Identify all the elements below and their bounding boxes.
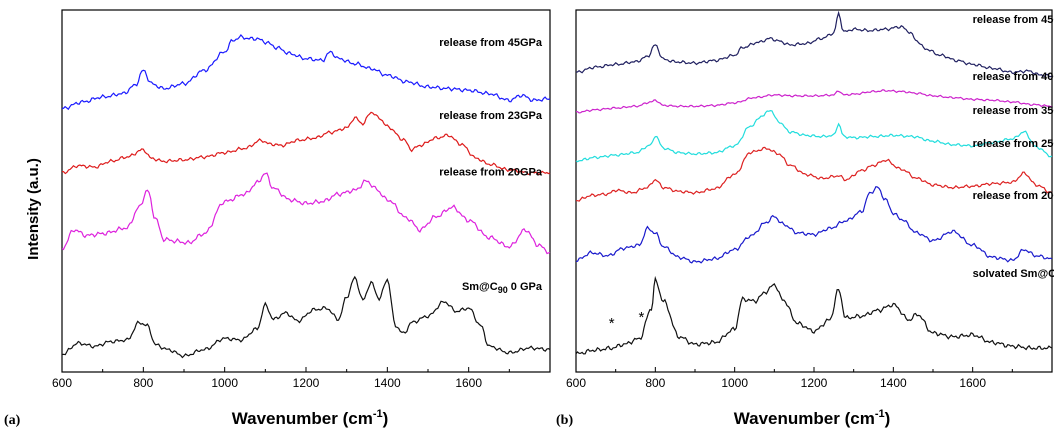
series-line: [576, 146, 1053, 202]
x-tick-label: 800: [133, 376, 153, 390]
x-tick-label: 1600: [455, 376, 482, 390]
series-line: [575, 185, 1053, 264]
asterisk-annotation: *: [609, 315, 615, 332]
x-tick-label: 1200: [293, 376, 320, 390]
x-tick-label: 1400: [374, 376, 401, 390]
x-tick-label: 1600: [959, 376, 986, 390]
y-axis-label: Intensity (a.u.): [25, 158, 42, 260]
x-tick-label: 800: [645, 376, 665, 390]
panel-label: (b): [556, 413, 573, 428]
series-line: [575, 10, 1053, 78]
plot-frame: [61, 9, 551, 373]
series-label: release from 35GPa: [973, 105, 1054, 117]
series-label: release from 25GPa: [973, 138, 1054, 150]
x-tick-label: 1400: [880, 376, 907, 390]
x-axis-label: Wavenumber (cm-1): [232, 408, 389, 428]
series-line: [575, 109, 1053, 163]
series-label: solvated Sm@C90 0 GPa: [973, 268, 1054, 282]
x-tick-label: 600: [52, 376, 72, 390]
series-line: [61, 275, 551, 359]
series-label: Sm@C90 0 GPa: [462, 281, 543, 295]
series-line: [575, 89, 1053, 114]
asterisk-annotation: *: [639, 309, 645, 326]
series-line: [575, 275, 1053, 355]
series-label: release from 20GPa: [439, 166, 543, 178]
x-axis-label: Wavenumber (cm-1): [734, 408, 891, 428]
x-tick-label: 1000: [721, 376, 748, 390]
series-line: [61, 34, 551, 111]
series-label: release from 45GPa: [439, 37, 543, 49]
panel-label: (a): [4, 413, 21, 428]
panel-b: 600 800 1000 1200 1400 1600 Wavenumber (cm-1) (…: [556, 9, 1054, 428]
series-line: [61, 111, 551, 176]
series-label: release from 45GPa: [973, 14, 1054, 26]
series-label: release from 40GPa: [973, 71, 1054, 83]
series-label: release from 20GPa: [973, 190, 1054, 202]
x-tick-label: 1000: [211, 376, 238, 390]
x-tick-label: 600: [566, 376, 586, 390]
panel-a: 600 800 1000 1200 1400 1600 Wavenumber (cm-1) (…: [4, 9, 551, 428]
series-line: [61, 172, 551, 255]
series-label: release from 23GPa: [439, 110, 543, 122]
x-tick-label: 1200: [801, 376, 828, 390]
